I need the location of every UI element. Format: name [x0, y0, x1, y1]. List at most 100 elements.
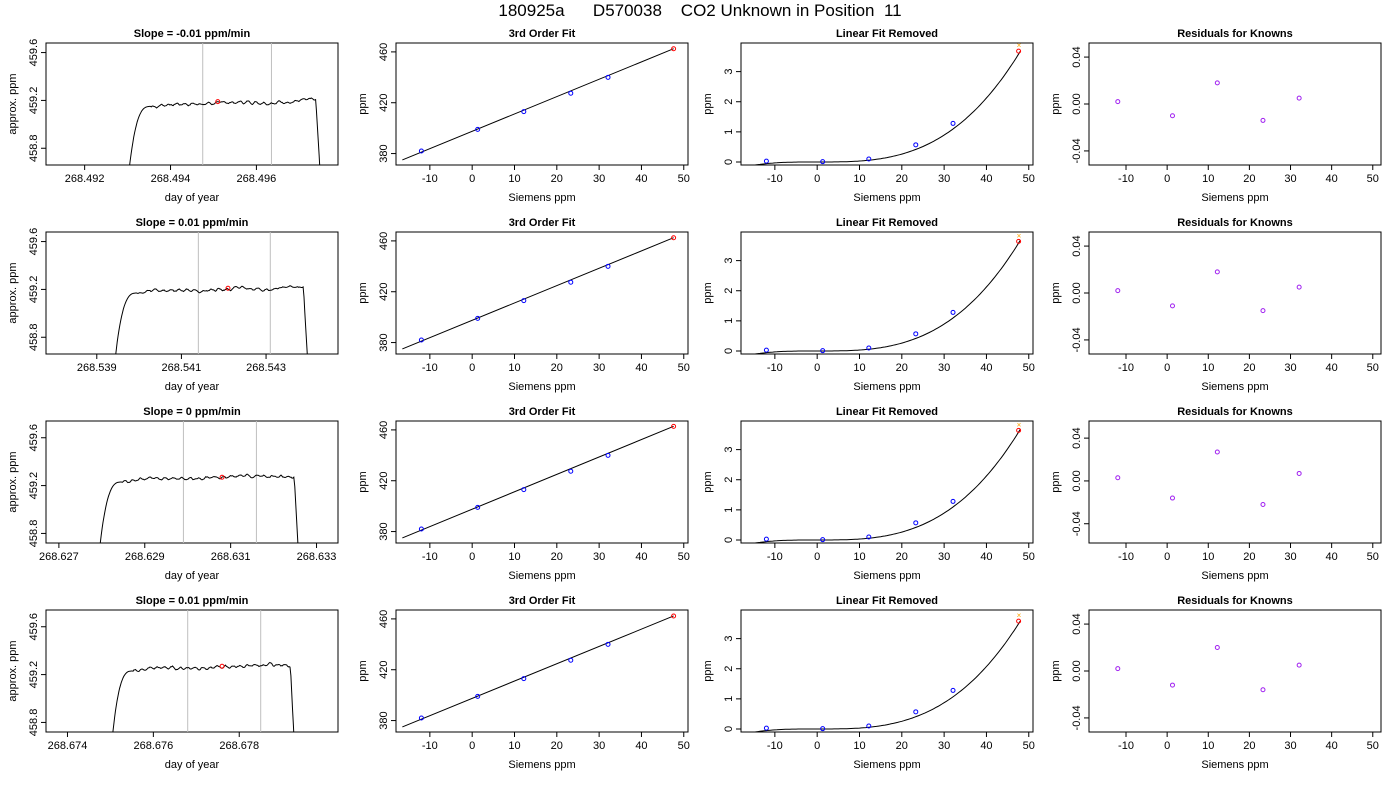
plot-frame: [45, 609, 339, 733]
panel-title: Residuals for Knowns: [1177, 406, 1293, 418]
x-tick-label: -10: [422, 362, 438, 374]
y-axis-label: ppm: [1050, 93, 1062, 114]
x-tick-label: 50: [1367, 362, 1379, 374]
x-tick-label: 30: [938, 740, 950, 752]
x-tick-label: 40: [1326, 362, 1338, 374]
y-tick-label: 3: [723, 258, 735, 264]
y-tick-label: 380: [378, 333, 390, 351]
panel-r1-c3: Linear Fit Removed -10 0 10 20 30 40 50 0 1 2 3 Siem…: [702, 28, 1035, 204]
known-standard-point: [820, 726, 826, 732]
x-tick-label: -10: [1118, 551, 1134, 563]
panel-r2-c2: 3rd Order Fit -10 0 10 20 30 40 50 380 420 460 Siem…: [357, 217, 690, 393]
fit-line: [402, 48, 674, 161]
panel-r1-c2: 3rd Order Fit -10 0 10 20 30 40 50 380 420 460 Siem…: [357, 28, 690, 204]
x-tick-label: 0: [1164, 551, 1170, 563]
x-tick-label: 0: [1164, 740, 1170, 752]
y-tick-label: 459.2: [28, 472, 40, 500]
x-axis-label: day of year: [165, 381, 220, 393]
y-tick-label: 420: [378, 472, 390, 490]
residual-point: [1260, 501, 1266, 507]
x-axis-label: Siemens ppm: [853, 759, 920, 771]
x-axis-label: day of year: [165, 759, 220, 771]
concentration-trace: [99, 473, 299, 543]
x-tick-label: 268.631: [211, 551, 251, 563]
y-tick-label: 0.00: [1071, 660, 1083, 681]
known-standard-point: [568, 90, 574, 96]
panel-title: 3rd Order Fit: [509, 595, 576, 607]
x-tick-label: 20: [1243, 740, 1255, 752]
plot-frame: [395, 42, 689, 166]
known-standard-point: [763, 158, 769, 164]
plot-frame: [395, 609, 689, 733]
known-standard-point: [605, 74, 611, 80]
x-tick-label: -10: [767, 173, 783, 185]
panel-r1-c4: Residuals for Knowns -10 0 10 20 30 40 50 -0.04 0…: [1050, 28, 1382, 204]
x-tick-label: 20: [1243, 173, 1255, 185]
y-tick-label: 0.04: [1071, 46, 1083, 67]
y-tick-label: -0.04: [1071, 705, 1083, 730]
plot-area: [402, 613, 677, 728]
known-standard-point: [820, 348, 826, 354]
panel-r3-c3: Linear Fit Removed -10 0 10 20 30 40 50 0 1 2 3 Siem…: [702, 406, 1035, 582]
panel-title: 3rd Order Fit: [509, 28, 576, 40]
x-tick-label: 10: [508, 551, 520, 563]
x-tick-label: 268.678: [219, 740, 259, 752]
panel-r4-c3: Linear Fit Removed -10 0 10 20 30 40 50 0 1 2 3 Siem…: [702, 595, 1035, 771]
y-tick-label: 459.2: [28, 661, 40, 689]
y-tick-label: 420: [378, 283, 390, 301]
unknown-point: [671, 46, 677, 52]
y-axis-label: ppm: [357, 282, 369, 303]
x-tick-label: -10: [1118, 173, 1134, 185]
plot-area: [1115, 645, 1302, 693]
plot-frame: [45, 231, 339, 355]
plot-frame: [740, 609, 1034, 733]
y-tick-label: 380: [378, 522, 390, 540]
known-standard-point: [521, 109, 527, 115]
x-tick-label: 268.543: [246, 362, 286, 374]
x-tick-label: 10: [853, 362, 865, 374]
y-tick-label: 460: [378, 610, 390, 628]
x-tick-label: 30: [1284, 362, 1296, 374]
x-tick-label: 50: [678, 551, 690, 563]
known-standard-point: [866, 156, 872, 162]
x-tick-label: 40: [635, 551, 647, 563]
y-tick-label: 0: [723, 159, 735, 165]
residual-point: [1169, 113, 1175, 119]
y-axis-label: ppm: [357, 93, 369, 114]
plot-area: ×: [752, 232, 1022, 354]
plot-frame: [45, 420, 339, 544]
y-tick-label: 1: [723, 129, 735, 135]
plot-area: ×: [751, 611, 1022, 732]
x-tick-label: 40: [980, 173, 992, 185]
x-axis-label: Siemens ppm: [508, 381, 575, 393]
plot-frame: [740, 231, 1034, 355]
y-tick-label: -0.04: [1071, 138, 1083, 163]
y-tick-label: 420: [378, 94, 390, 112]
unknown-point: [1016, 238, 1022, 244]
panel-title: Residuals for Knowns: [1177, 595, 1293, 607]
unknown-tick-mark: ×: [1017, 611, 1022, 620]
known-standard-point: [950, 309, 956, 315]
plot-area: [402, 423, 677, 539]
plot-frame: [395, 420, 689, 544]
x-tick-label: 0: [1164, 173, 1170, 185]
x-axis-label: Siemens ppm: [1201, 381, 1268, 393]
y-tick-label: 0.04: [1071, 427, 1083, 448]
x-tick-label: 50: [678, 362, 690, 374]
panel-title: Linear Fit Removed: [836, 595, 938, 607]
x-tick-label: 40: [1326, 173, 1338, 185]
x-tick-label: 30: [938, 551, 950, 563]
x-tick-label: 20: [1243, 362, 1255, 374]
residual-point: [1169, 495, 1175, 501]
known-standard-point: [820, 159, 826, 165]
known-standard-point: [950, 687, 956, 693]
x-tick-label: 40: [980, 551, 992, 563]
y-tick-label: 420: [378, 661, 390, 679]
panel-title: Residuals for Knowns: [1177, 217, 1293, 229]
y-axis-label: ppm: [1050, 471, 1062, 492]
panel-title: 3rd Order Fit: [509, 406, 576, 418]
plot-frame: [740, 42, 1034, 166]
residual-point: [1260, 117, 1266, 123]
unknown-point: [1016, 48, 1022, 54]
